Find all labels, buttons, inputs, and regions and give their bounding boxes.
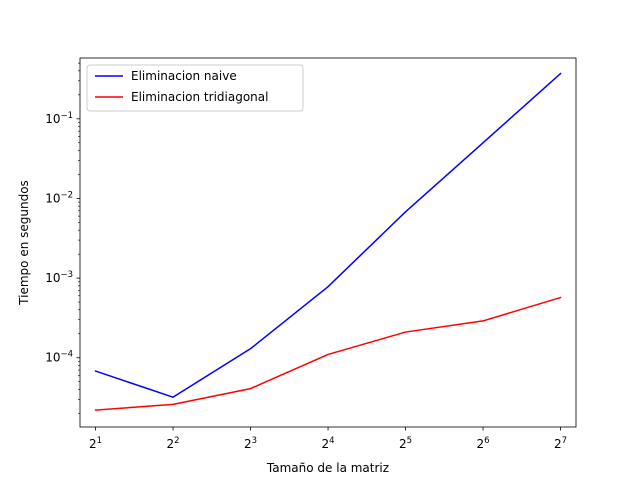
- x-tick-label: 24: [322, 436, 335, 451]
- axis-ticks: 21 22 23 24 25 26 27 10−4 10−3 10−2 10−1: [45, 111, 567, 451]
- y-tick-label: 10−3: [45, 270, 73, 285]
- y-axis-label: Tiempo en segundos: [17, 180, 31, 306]
- series-line-tridiagonal: [94, 296, 562, 411]
- series-line-naive: [94, 72, 562, 398]
- x-tick-label: 21: [89, 436, 102, 451]
- legend-box: [86, 64, 304, 112]
- x-tick-label: 27: [554, 436, 567, 451]
- legend-entry-tridiagonal: Eliminacion tridiagonal: [131, 90, 268, 104]
- legend: Eliminacion naive Eliminacion tridiagona…: [86, 64, 304, 112]
- x-axis-label: Tamaño de la matriz: [266, 461, 389, 475]
- plot-frame: [79, 57, 577, 428]
- legend-entry-naive: Eliminacion naive: [131, 69, 237, 83]
- series-lines: [94, 72, 562, 411]
- x-tick-label: 23: [244, 436, 257, 451]
- x-tick-label: 22: [167, 436, 180, 451]
- y-tick-label: 10−2: [45, 190, 73, 205]
- plot-area: [80, 58, 576, 427]
- x-tick-label: 26: [477, 436, 490, 451]
- y-tick-label: 10−4: [45, 350, 73, 365]
- y-tick-label: 10−1: [45, 111, 73, 126]
- x-tick-label: 25: [399, 436, 412, 451]
